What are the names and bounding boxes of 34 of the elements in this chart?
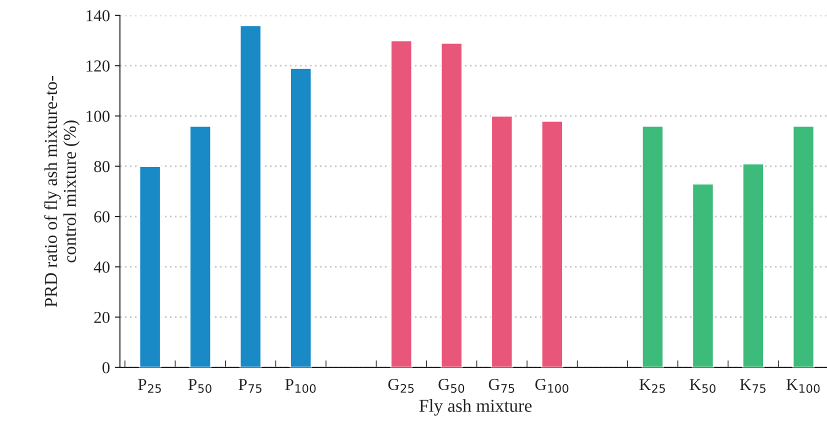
x-tick-label: G$_{100}$ xyxy=(535,378,568,393)
y-tick-label: 120 xyxy=(86,60,110,72)
x-tick-label: K$_{100}$ xyxy=(786,379,820,393)
bar xyxy=(540,120,564,368)
x-tick-label: K$_{75}$ xyxy=(740,379,766,393)
y-tick-label: 0 xyxy=(102,362,110,374)
bar xyxy=(440,42,463,368)
y-axis-title: PRD ratio of fly ash mixture-to- control mixture (%) xyxy=(44,76,80,307)
y-tick-label: 80 xyxy=(94,160,110,172)
x-tick-label: G$_{50}$ xyxy=(438,378,464,393)
y-tick-label: 60 xyxy=(94,211,110,222)
bar xyxy=(641,125,664,368)
bar xyxy=(390,40,413,368)
x-tick-label: K$_{50}$ xyxy=(690,379,716,393)
bar xyxy=(490,115,514,368)
x-tick-label: P$_{75}$ xyxy=(238,379,262,393)
y-tick-label: 20 xyxy=(94,312,110,324)
bar xyxy=(239,24,262,368)
y-tick-label: 140 xyxy=(86,10,110,22)
x-tick-label: G$_{25}$ xyxy=(388,378,414,393)
y-tick-label: 40 xyxy=(94,262,110,273)
bar xyxy=(792,125,815,368)
x-tick-label: G$_{75}$ xyxy=(488,378,514,393)
x-tick-label: P$_{25}$ xyxy=(138,379,161,393)
bar xyxy=(742,163,764,368)
x-tick-label: P$_{100}$ xyxy=(285,379,316,393)
bar xyxy=(189,125,212,368)
x-axis-title: Fly ash mixture xyxy=(419,399,532,416)
bar xyxy=(138,166,162,368)
x-tick-label: K$_{25}$ xyxy=(639,379,665,393)
y-tick-label: 100 xyxy=(86,110,110,122)
bar xyxy=(290,68,312,368)
bar xyxy=(692,183,714,368)
x-tick-label: P$_{50}$ xyxy=(188,379,212,393)
